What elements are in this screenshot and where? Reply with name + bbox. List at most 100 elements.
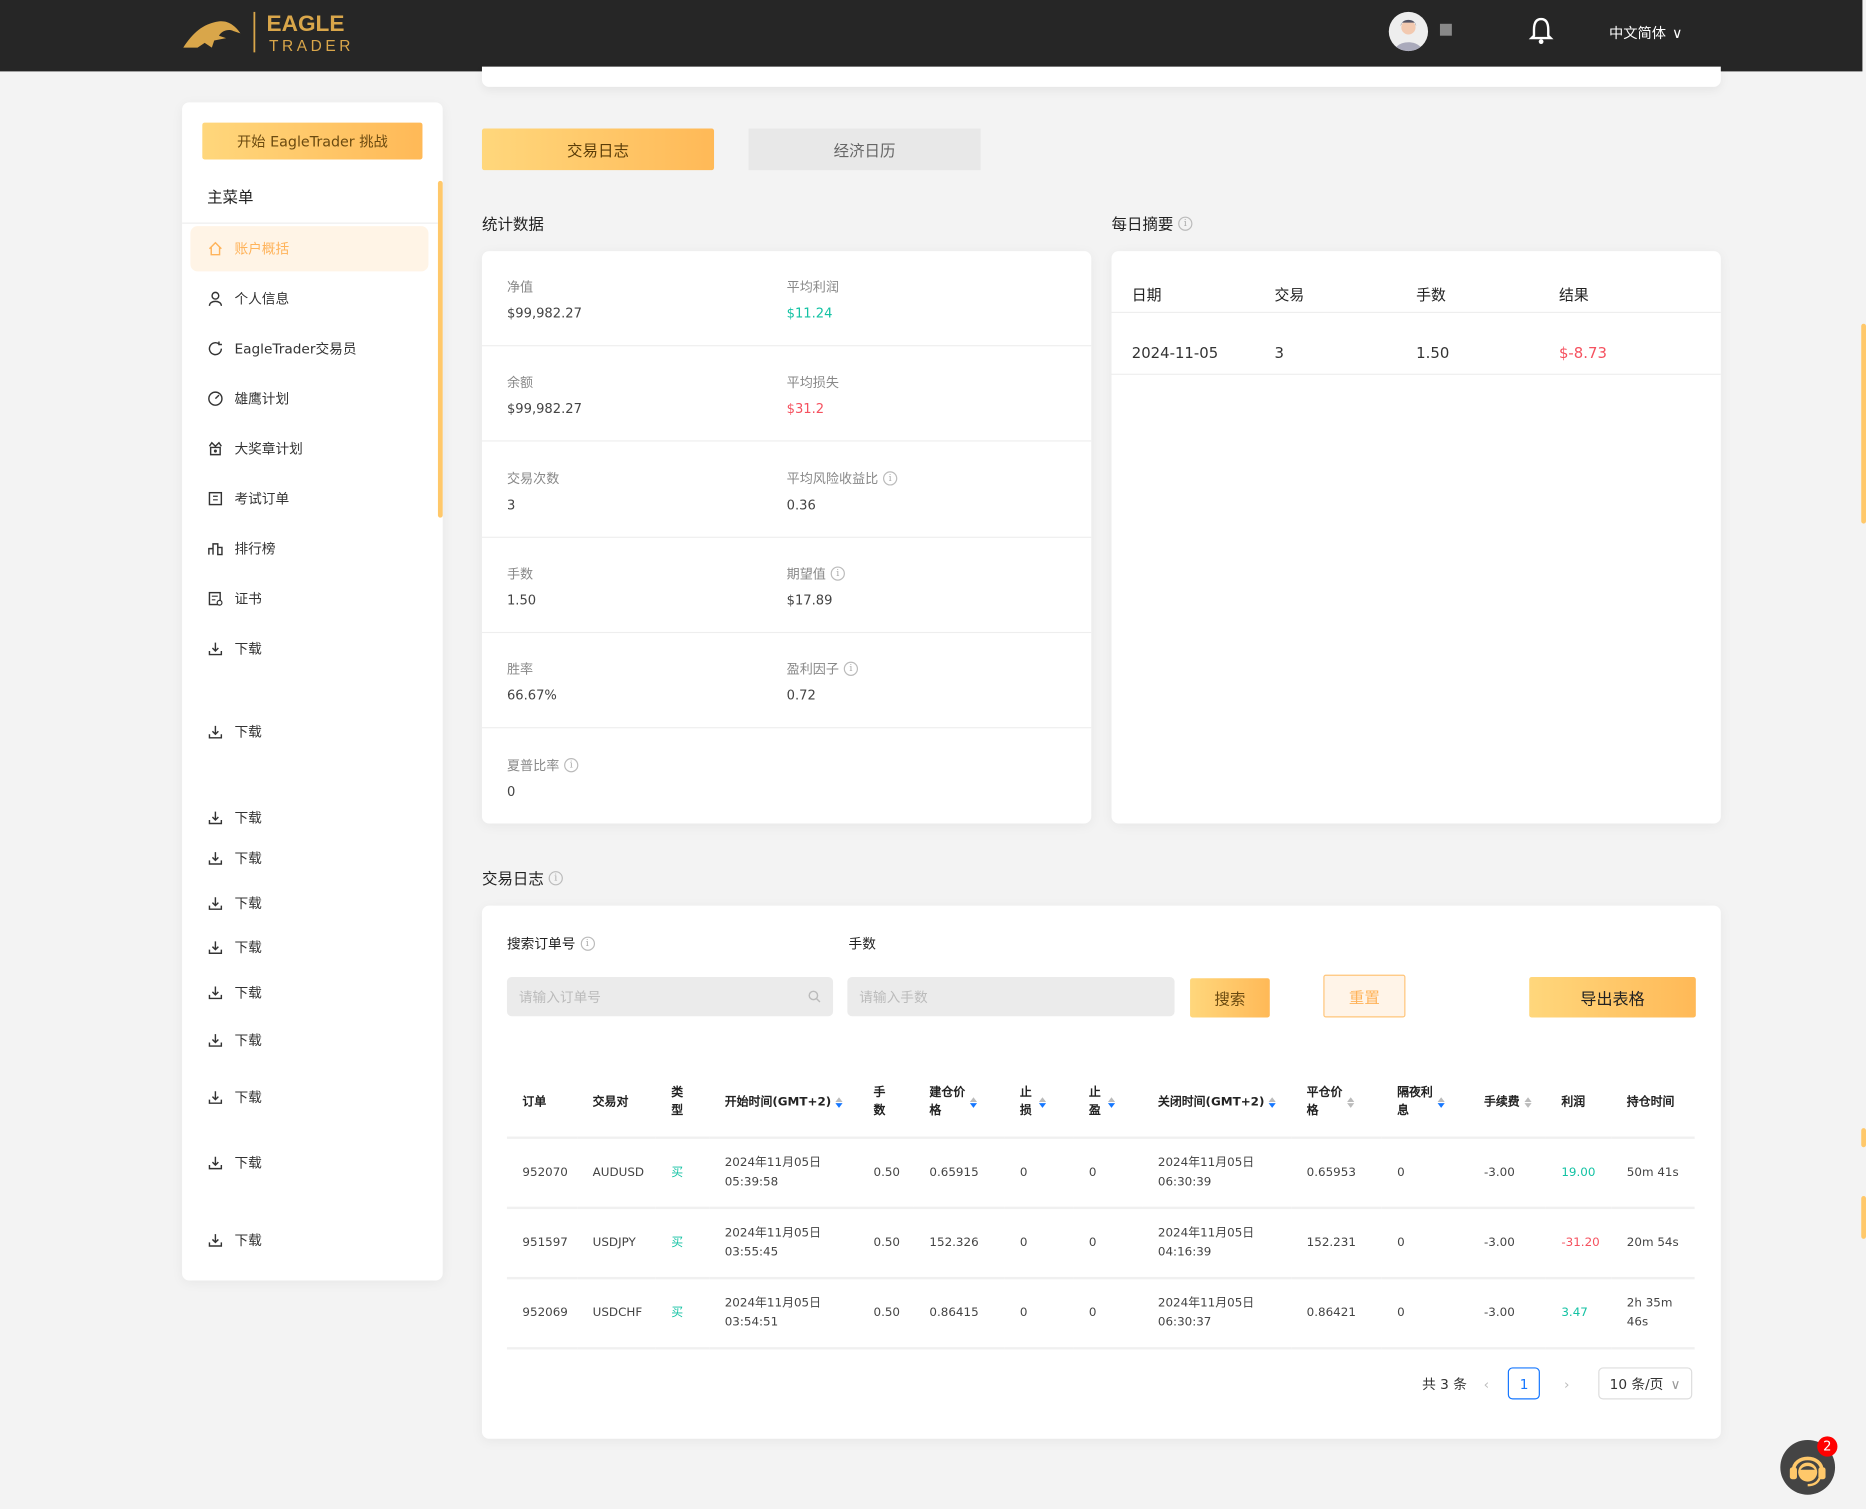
stat-value: 66.67% — [506, 688, 557, 704]
sidebar-item-10[interactable]: 下载 — [190, 795, 428, 840]
sort-icon[interactable] — [1437, 1096, 1445, 1108]
column-header[interactable]: 手续费 — [1468, 1067, 1546, 1139]
column-label: 止损 — [1019, 1086, 1032, 1118]
export-button[interactable]: 导出表格 — [1529, 977, 1696, 1018]
stat-item: 盈利因子 i 0.72 — [787, 660, 859, 704]
svg-text:TRADER: TRADER — [269, 38, 353, 55]
table-cell: 0.50 — [858, 1137, 914, 1210]
stat-label-text: 胜率 — [506, 661, 534, 678]
download-icon — [208, 811, 223, 825]
page-1[interactable]: 1 — [1508, 1367, 1541, 1400]
avatar[interactable] — [1388, 11, 1429, 52]
sort-icon[interactable] — [835, 1096, 844, 1108]
column-header[interactable]: 关闭时间(GMT+2) — [1142, 1067, 1292, 1139]
stat-label: 胜率 — [507, 660, 557, 679]
column-header[interactable]: 止盈 — [1073, 1067, 1143, 1139]
table-cell: 2h 35m 46s — [1611, 1278, 1695, 1350]
sidebar-item-label: 下载 — [234, 1031, 262, 1049]
sidebar-item-5[interactable]: 考试订单 — [190, 476, 428, 521]
column-header: 持仓时间 — [1611, 1067, 1695, 1139]
sidebar-item-label: 下载 — [234, 1088, 262, 1106]
total-count: 共 3 条 — [1422, 1375, 1467, 1392]
table-cell: 买 — [655, 1207, 710, 1280]
table-cell: 买 — [655, 1137, 710, 1210]
sidebar-item-label: 下载 — [234, 1231, 262, 1249]
sidebar-item-6[interactable]: 排行榜 — [190, 526, 428, 571]
reset-button[interactable]: 重置 — [1323, 974, 1406, 1018]
table-cell: 0.50 — [858, 1278, 914, 1350]
sidebar-scrollbar[interactable] — [437, 180, 443, 518]
daily-title: 每日摘要 i — [1112, 212, 1193, 234]
table-cell: 0 — [1381, 1207, 1469, 1280]
table-cell: 0.50 — [858, 1207, 914, 1280]
sort-icon[interactable] — [1347, 1096, 1355, 1108]
bell-icon[interactable] — [1528, 17, 1554, 46]
table-cell: -3.00 — [1468, 1207, 1546, 1280]
sidebar-item-label: 下载 — [234, 849, 262, 867]
column-label: 手数 — [873, 1086, 886, 1118]
stat-value: 3 — [506, 496, 516, 513]
download-icon — [208, 852, 223, 865]
sidebar-item-12[interactable]: 下载 — [190, 881, 428, 926]
sidebar-item-14[interactable]: 下载 — [190, 970, 428, 1015]
sidebar-item-17[interactable]: 下载 — [190, 1140, 428, 1185]
medal-icon — [208, 441, 222, 456]
info-icon[interactable]: i — [580, 936, 595, 951]
column-header[interactable]: 平仓价格 — [1291, 1067, 1382, 1139]
column-header[interactable]: 建仓价格 — [913, 1067, 1005, 1139]
sidebar-item-11[interactable]: 下载 — [190, 835, 428, 880]
sidebar-item-1[interactable]: 个人信息 — [190, 276, 428, 321]
info-icon[interactable]: i — [548, 870, 563, 885]
tab-trade-log[interactable]: 交易日志 — [481, 128, 715, 171]
sidebar-item-9[interactable]: 下载 — [190, 709, 428, 754]
table-cell: 0.86415 — [913, 1278, 1005, 1350]
order-search-input[interactable]: 请输入订单号 — [506, 977, 834, 1017]
next-page-icon[interactable]: › — [1564, 1375, 1570, 1392]
info-icon[interactable]: i — [564, 757, 579, 772]
table-cell: 2024年11月05日 03:55:45 — [709, 1207, 859, 1280]
info-icon[interactable]: i — [1178, 215, 1193, 231]
column-header: 交易对 — [577, 1067, 656, 1139]
sidebar-item-18[interactable]: 下载 — [190, 1217, 428, 1262]
sidebar-item-label: 大奖章计划 — [234, 440, 303, 457]
tab-economic-calendar[interactable]: 经济日历 — [748, 128, 981, 171]
page-scrollbar[interactable] — [1861, 323, 1866, 524]
sidebar-item-label: 考试订单 — [234, 490, 290, 507]
sidebar-item-7[interactable]: 证书 — [190, 576, 428, 621]
sidebar-item-0[interactable]: 账户概括 — [190, 226, 429, 272]
stats-row: 余额 $99,982.27 平均损失 $31.2 — [481, 347, 1092, 442]
language-selector[interactable]: 中文简体 ∨ — [1609, 23, 1683, 43]
stats-row: 净值 $99,982.27 平均利润 $11.24 — [481, 251, 1092, 347]
column-header[interactable]: 隔夜利息 — [1381, 1067, 1469, 1139]
start-challenge-button[interactable]: 开始 EagleTrader 挑战 — [202, 122, 423, 160]
sort-icon[interactable] — [1269, 1096, 1277, 1108]
divider — [182, 222, 438, 224]
lots-input[interactable]: 请输入手数 — [847, 977, 1175, 1017]
column-header[interactable]: 开始时间(GMT+2) — [709, 1067, 859, 1139]
sidebar-item-8[interactable]: 下载 — [190, 626, 428, 671]
sidebar-item-15[interactable]: 下载 — [190, 1017, 428, 1062]
sidebar-item-label: EagleTrader交易员 — [234, 340, 357, 358]
column-header[interactable]: 止损 — [1004, 1067, 1074, 1139]
sidebar-item-label: 下载 — [234, 1154, 262, 1172]
stat-label: 盈利因子 i — [787, 660, 859, 679]
info-icon[interactable]: i — [883, 470, 898, 486]
sort-icon[interactable] — [1038, 1096, 1047, 1108]
sidebar-item-4[interactable]: 大奖章计划 — [190, 426, 428, 471]
home-icon — [208, 241, 222, 256]
sidebar-item-3[interactable]: 雄鹰计划 — [190, 376, 428, 421]
sidebar-item-2[interactable]: EagleTrader交易员 — [190, 326, 428, 371]
sort-icon[interactable] — [969, 1096, 978, 1108]
eagle-trader-logo[interactable]: EAGLE TRADER — [181, 10, 354, 58]
sort-icon[interactable] — [1107, 1096, 1116, 1108]
info-icon[interactable]: i — [843, 661, 859, 677]
sidebar-item-16[interactable]: 下载 — [190, 1075, 428, 1120]
sort-icon[interactable] — [1524, 1096, 1532, 1108]
table-cell: AUDUSD — [577, 1137, 656, 1210]
info-icon[interactable]: i — [830, 566, 845, 581]
prev-page-icon[interactable]: ‹ — [1483, 1375, 1490, 1392]
search-button[interactable]: 搜索 — [1190, 978, 1270, 1018]
table-cell: 2024年11月05日 06:30:37 — [1142, 1278, 1292, 1350]
page-size-select[interactable]: 10 条/页 ∨ — [1598, 1367, 1693, 1400]
sidebar-item-13[interactable]: 下载 — [190, 925, 428, 970]
